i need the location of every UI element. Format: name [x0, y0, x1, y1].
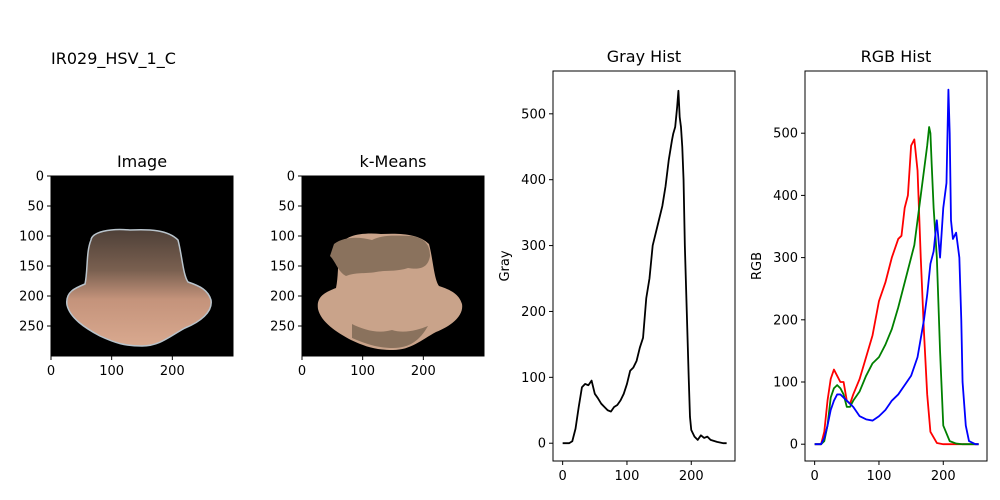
- y-tick-label: 500: [521, 107, 546, 122]
- x-tick-label: 100: [615, 469, 640, 484]
- image-y-ticks: 0 50 100 150 200 250: [19, 170, 51, 335]
- y-tick-label: 0: [36, 170, 44, 185]
- y-tick-label: 200: [773, 313, 798, 328]
- y-tick-label: 150: [270, 260, 295, 275]
- series-line: [814, 88, 979, 446]
- y-tick-label: 200: [521, 305, 546, 320]
- x-tick-label: 0: [811, 469, 819, 484]
- rgb-hist-chart: RGB Hist 0 100 200 0 100 200 300 400 500 RGB: [750, 47, 988, 484]
- x-tick-label: 200: [160, 364, 185, 379]
- figure-title: IR029_HSV_1_C: [51, 49, 176, 69]
- kmeans-y-ticks: 0 50 100 150 200 250: [270, 170, 302, 335]
- y-axis-label: RGB: [750, 252, 765, 280]
- y-tick-label: 100: [19, 230, 44, 245]
- y-tick-label: 300: [521, 239, 546, 254]
- y-tick-label: 400: [521, 173, 546, 188]
- y-tick-label: 0: [538, 437, 546, 452]
- kmeans-panel: k-Means 0 100 200 0 50 100 150 200 250: [270, 152, 485, 379]
- chart-title: Gray Hist: [607, 47, 681, 66]
- y-tick-label: 0: [790, 438, 798, 453]
- series-line: [814, 138, 979, 446]
- x-tick-label: 200: [931, 469, 956, 484]
- y-tick-label: 150: [19, 260, 44, 275]
- y-tick-label: 100: [521, 371, 546, 386]
- y-tick-label: 50: [27, 200, 44, 215]
- y-tick-label: 300: [773, 251, 798, 266]
- x-tick-label: 0: [298, 364, 306, 379]
- x-tick-label: 200: [679, 469, 704, 484]
- x-tick-label: 100: [350, 364, 375, 379]
- x-tick-label: 100: [867, 469, 892, 484]
- y-tick-label: 200: [19, 290, 44, 305]
- y-tick-label: 250: [19, 320, 44, 335]
- kmeans-x-ticks: 0 100 200: [298, 356, 436, 379]
- series-line: [562, 89, 727, 445]
- kmeans-dark-cluster: [330, 235, 430, 348]
- x-tick-label: 100: [99, 364, 124, 379]
- y-tick-label: 100: [270, 230, 295, 245]
- gray-hist-chart: Gray Hist 0 100 200 0 100 200 300 400 500 Gray: [498, 47, 736, 484]
- y-tick-label: 100: [773, 376, 798, 391]
- y-tick-label: 200: [270, 290, 295, 305]
- image-x-ticks: 0 100 200: [47, 356, 185, 379]
- x-tick-label: 200: [411, 364, 436, 379]
- y-tick-label: 0: [287, 170, 295, 185]
- x-tick-label: 0: [47, 364, 55, 379]
- kmeans-panel-title: k-Means: [360, 152, 427, 171]
- y-tick-label: 50: [278, 200, 295, 215]
- y-tick-label: 250: [270, 320, 295, 335]
- series-line: [814, 126, 979, 446]
- image-panel-title: Image: [117, 152, 167, 171]
- y-tick-label: 500: [773, 127, 798, 142]
- tissue-shape: [66, 228, 212, 347]
- chart-title: RGB Hist: [861, 47, 932, 66]
- y-tick-label: 400: [773, 189, 798, 204]
- y-axis-label: Gray: [498, 250, 513, 281]
- plot-frame: [552, 70, 736, 462]
- x-tick-label: 0: [559, 469, 567, 484]
- image-panel: Image 0 100 200 0 50 100 150 200 250: [19, 152, 234, 379]
- plot-frame: [804, 70, 988, 462]
